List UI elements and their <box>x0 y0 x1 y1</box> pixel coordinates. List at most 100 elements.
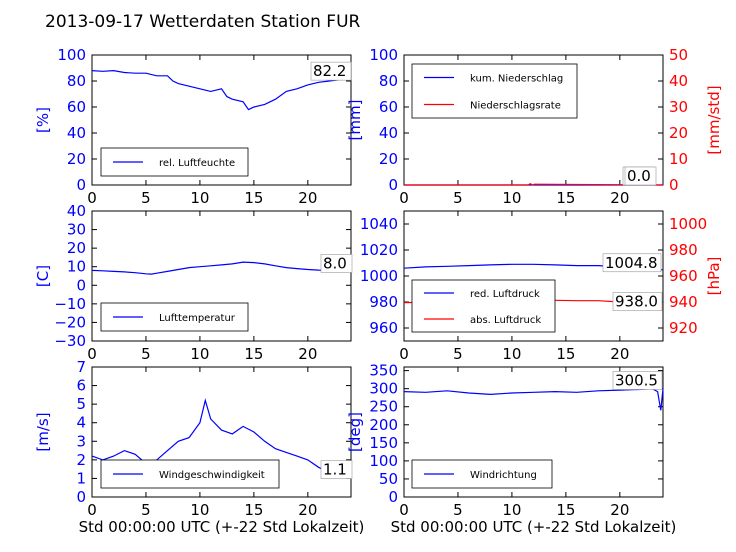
y-right-axis-label: [mm/std] <box>705 85 723 154</box>
panel-temperature: 0 5 10 15 20−30−20−10010203040[C]Lufttempera… <box>34 202 353 363</box>
y-axis-label: [mm] <box>346 100 364 141</box>
y-tick-label: 250 <box>369 398 398 416</box>
legend-label: rel. Luftfeuchte <box>159 158 235 169</box>
y-tick-label: 200 <box>369 416 398 434</box>
x-tick-label: 15 <box>244 345 263 363</box>
x-tick-label: 0 <box>87 189 97 207</box>
y-tick-label: −30 <box>54 332 86 350</box>
x-tick-label: 5 <box>453 345 463 363</box>
series-line <box>91 69 352 111</box>
y-tick-label: 1 <box>76 469 86 487</box>
series-line <box>91 398 352 478</box>
x-tick-label: 5 <box>141 189 151 207</box>
y-tick-label: 1040 <box>360 215 398 233</box>
x-tick-label: 10 <box>190 345 209 363</box>
legend: Windrichtung <box>411 459 553 489</box>
y-tick-label: 0 <box>76 176 86 194</box>
y-tick-label: 0 <box>76 488 86 506</box>
legend: rel. Luftfeuchte <box>100 147 249 177</box>
y-tick-label: 10 <box>67 258 86 276</box>
panel-humidity: 0 5 10 15 20 0 20 40 60 80 100 [%] rel. Luftfeuchte 8… <box>34 46 352 207</box>
y-tick-label: 0 <box>76 276 86 294</box>
y-tick-label: 20 <box>67 239 86 257</box>
x-tick-label: 15 <box>556 345 575 363</box>
x-tick-label: 10 <box>502 189 521 207</box>
y-tick-label: 40 <box>379 124 398 142</box>
y-tick-label: 6 <box>76 377 86 395</box>
x-tick-label: 20 <box>610 189 629 207</box>
y-tick-label: 960 <box>369 319 398 337</box>
value-label: 0.0 <box>627 167 651 185</box>
legend-label: Windgeschwindigkeit <box>159 470 265 481</box>
y-tick-label: 100 <box>57 46 86 64</box>
x-tick-label: 0 <box>87 501 97 519</box>
x-tick-label: 15 <box>556 501 575 519</box>
x-tick-label: 20 <box>298 501 317 519</box>
y-tick-label: 300 <box>369 380 398 398</box>
y-axis-label: [deg] <box>346 412 364 452</box>
legend: kum. Niederschlag Niederschlagsrate <box>411 63 578 119</box>
figure-title: 2013-09-17 Wetterdaten Station FUR <box>45 12 361 32</box>
x-tick-label: 15 <box>244 189 263 207</box>
value-label: 1.1 <box>323 461 347 479</box>
x-tick-label: 10 <box>502 345 521 363</box>
value-label-box <box>310 61 352 81</box>
y-tick-label: 5 <box>76 395 86 413</box>
x-tick-label: 0 <box>399 501 409 519</box>
x-tick-label: 20 <box>610 345 629 363</box>
y-tick-label: 100 <box>369 46 398 64</box>
y-axis-label: [C] <box>34 265 52 287</box>
y-right-tick-label: 50 <box>669 46 688 64</box>
y-right-tick-label: 40 <box>669 72 688 90</box>
y-tick-label: 50 <box>379 470 398 488</box>
x-tick-label: 5 <box>453 189 463 207</box>
series-line <box>403 388 664 411</box>
y-tick-label: 350 <box>369 362 398 380</box>
legend: Lufttemperatur <box>100 302 249 332</box>
y-right-axis-label: [hPa] <box>705 257 723 296</box>
y-axis-label: [m/s] <box>34 412 52 451</box>
y-right-tick-label: 0 <box>669 176 679 194</box>
y-tick-label: 4 <box>76 414 86 432</box>
x-tick-label: 20 <box>298 189 317 207</box>
y-tick-label: 0 <box>388 176 398 194</box>
y-tick-label: 40 <box>67 202 86 220</box>
x-tick-label: 20 <box>610 501 629 519</box>
series-line <box>91 261 351 275</box>
y-tick-label: 2 <box>76 451 86 469</box>
value-label-box <box>320 460 353 479</box>
x-tick-label: 15 <box>244 501 263 519</box>
y-tick-label: 20 <box>67 150 86 168</box>
y-right-tick-label: 960 <box>669 267 698 285</box>
x-axis-label: Std 00:00:00 UTC (+-22 Std Lokalzeit) <box>79 518 365 536</box>
y-tick-label: 3 <box>76 432 86 450</box>
y-tick-label: −20 <box>54 313 86 331</box>
y-right-tick-label: 1000 <box>669 215 707 233</box>
y-right-tick-label: 30 <box>669 98 688 116</box>
y-tick-label: 1020 <box>360 241 398 259</box>
legend: Windgeschwindigkeit <box>100 459 280 489</box>
legend-box <box>411 279 556 333</box>
value-label-box <box>612 292 663 311</box>
y-tick-label: −10 <box>54 295 86 313</box>
y-right-tick-label: 940 <box>669 293 698 311</box>
x-tick-label: 15 <box>556 189 575 207</box>
series-line <box>404 182 664 186</box>
legend-label: Lufttemperatur <box>159 313 236 324</box>
panel-precipitation: 0 5 10 15 20 0 20 40 60 80 100 0 10 20 30 40 50 [mm] [mm/s… <box>346 46 723 207</box>
y-tick-label: 80 <box>67 72 86 90</box>
y-tick-label: 150 <box>369 434 398 452</box>
x-tick-label: 20 <box>298 345 317 363</box>
y-axis-label: [%] <box>34 107 52 133</box>
value-label: 938.0 <box>615 293 658 311</box>
legend-label: Windrichtung <box>470 470 537 481</box>
value-label: 8.0 <box>323 254 347 272</box>
legend-box <box>100 147 249 177</box>
x-tick-label: 5 <box>141 345 151 363</box>
y-tick-label: 80 <box>379 72 398 90</box>
y-tick-label: 60 <box>379 98 398 116</box>
